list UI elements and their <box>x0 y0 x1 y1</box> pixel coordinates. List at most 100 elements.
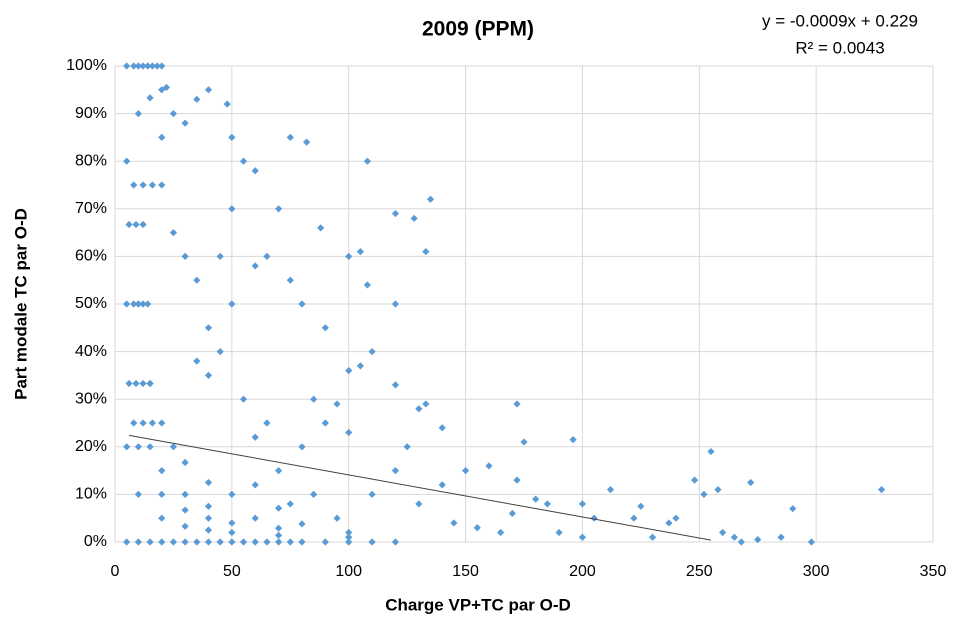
point <box>153 62 161 70</box>
point <box>169 538 178 546</box>
point <box>228 528 236 537</box>
point <box>251 433 259 441</box>
point <box>286 276 294 284</box>
point <box>590 514 598 522</box>
y-tick-label: 20% <box>75 438 107 455</box>
point <box>181 506 189 514</box>
point <box>204 526 213 534</box>
point <box>275 538 283 546</box>
point <box>415 405 423 413</box>
point <box>193 357 201 365</box>
point <box>345 367 353 375</box>
point <box>737 538 745 546</box>
point <box>303 138 311 146</box>
point <box>513 400 521 408</box>
point <box>158 181 166 189</box>
point <box>345 528 353 537</box>
point <box>310 490 318 498</box>
point <box>216 348 224 356</box>
point <box>532 495 540 503</box>
point <box>356 248 364 256</box>
point <box>263 538 271 546</box>
point <box>134 110 142 118</box>
point <box>719 528 727 537</box>
point <box>730 533 738 541</box>
point <box>228 519 236 527</box>
point <box>391 300 400 308</box>
point <box>275 467 283 475</box>
point <box>422 248 430 256</box>
point <box>223 100 231 108</box>
point <box>543 500 551 508</box>
point <box>134 538 142 546</box>
point <box>228 490 236 498</box>
point <box>321 538 329 546</box>
x-tick-label: 350 <box>920 563 947 580</box>
point <box>391 538 400 546</box>
point <box>123 157 131 165</box>
point <box>391 381 400 389</box>
y-tick-label: 50% <box>75 295 107 312</box>
point <box>139 220 147 229</box>
point <box>578 500 587 508</box>
x-tick-label: 100 <box>335 563 362 580</box>
point <box>139 300 147 308</box>
point <box>391 467 400 475</box>
trendline <box>128 434 712 541</box>
x-tick-label: 250 <box>686 563 713 580</box>
x-tick-label: 0 <box>111 563 120 580</box>
point <box>204 324 213 332</box>
y-tick-label: 60% <box>75 248 107 265</box>
point <box>485 462 493 470</box>
point <box>228 300 236 308</box>
point <box>146 538 154 546</box>
point <box>438 481 446 489</box>
point <box>204 502 213 510</box>
point <box>298 300 306 308</box>
point <box>162 83 171 92</box>
point <box>158 467 166 475</box>
point <box>321 324 329 332</box>
point <box>139 379 147 388</box>
point <box>134 300 142 308</box>
x-tick-label: 300 <box>803 563 830 580</box>
point <box>239 538 248 546</box>
point <box>181 490 189 498</box>
point <box>193 276 201 284</box>
y-tick-label: 10% <box>75 486 107 503</box>
point <box>251 167 259 175</box>
point <box>204 478 213 487</box>
point <box>181 522 189 530</box>
point <box>144 62 152 70</box>
point <box>700 490 708 498</box>
y-tick-label: 70% <box>75 200 107 217</box>
point <box>239 157 248 165</box>
y-tick-label: 40% <box>75 343 107 360</box>
point <box>513 476 521 484</box>
point <box>123 62 131 70</box>
point <box>317 224 325 232</box>
point <box>363 281 372 289</box>
point <box>132 379 140 388</box>
point <box>569 436 577 444</box>
point <box>789 505 797 513</box>
x-tick-label: 200 <box>569 563 596 580</box>
point <box>139 419 147 427</box>
point <box>630 514 638 522</box>
point <box>368 348 376 356</box>
point <box>130 300 138 308</box>
y-tick-label: 30% <box>75 390 107 407</box>
point <box>665 519 673 527</box>
point <box>139 181 147 189</box>
point <box>144 300 152 308</box>
point <box>169 443 178 451</box>
equation: y = -0.0009x + 0.229 <box>762 11 918 30</box>
point <box>146 94 154 102</box>
point <box>672 514 680 522</box>
point <box>298 443 306 451</box>
point <box>298 520 306 528</box>
point <box>239 395 248 403</box>
point <box>473 524 481 532</box>
point <box>345 252 353 260</box>
